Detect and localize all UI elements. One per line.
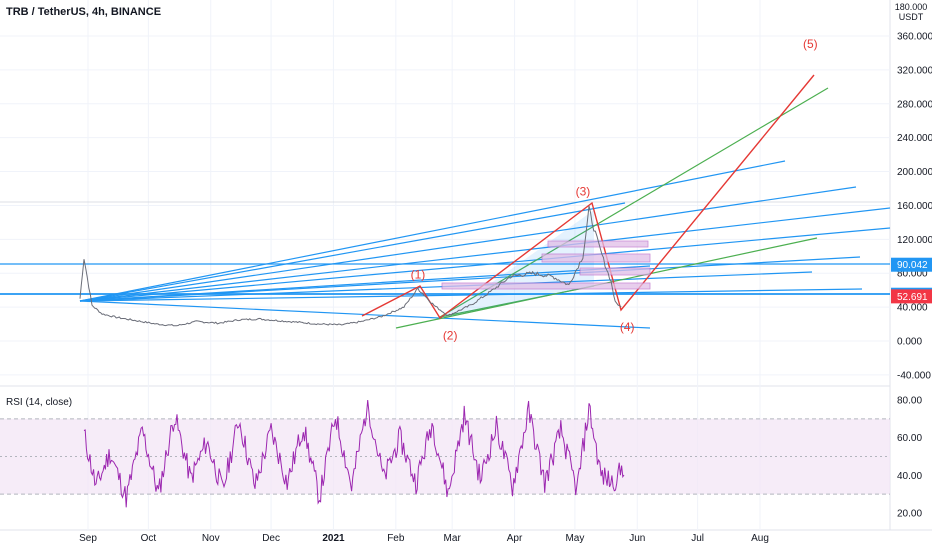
currency-box[interactable]: 180.000 USDT bbox=[894, 2, 928, 22]
trend-line-green bbox=[439, 285, 595, 318]
x-tick-label: Feb bbox=[387, 533, 405, 544]
price-series-line bbox=[79, 205, 622, 327]
x-tick-label: Dec bbox=[262, 533, 280, 544]
fan-line bbox=[79, 160, 786, 302]
x-tick-label: Sep bbox=[79, 533, 97, 544]
price-tag-bg bbox=[891, 289, 932, 304]
trend-line-green bbox=[439, 87, 829, 318]
wave-label: (1) bbox=[411, 267, 426, 281]
y-tick-label: 240.000 bbox=[897, 133, 932, 144]
x-tick-label: Jul bbox=[691, 533, 704, 544]
y-tick-label: 320.000 bbox=[897, 65, 932, 76]
price-tag-label: 52.691 bbox=[897, 292, 928, 303]
zone-box bbox=[541, 253, 651, 263]
zone-box bbox=[441, 282, 651, 290]
fan-line bbox=[79, 186, 857, 302]
chart-title: TRB / TetherUS, 4h, BINANCE bbox=[6, 6, 162, 18]
rsi-title: RSI (14, close) bbox=[6, 397, 73, 408]
currency-top-label: 180.000 bbox=[894, 2, 928, 12]
rsi-y-tick-label: 20.00 bbox=[897, 509, 922, 520]
fan-line bbox=[79, 202, 626, 302]
price-tag-bg bbox=[891, 257, 932, 272]
y-tick-label: 40.000 bbox=[897, 303, 928, 314]
x-tick-label: Oct bbox=[141, 533, 157, 544]
zone-box bbox=[579, 267, 651, 276]
fan-line bbox=[79, 227, 891, 302]
y-tick-label: -40.000 bbox=[897, 370, 931, 381]
x-tick-label: 2021 bbox=[322, 533, 345, 544]
wedge-fill bbox=[440, 210, 594, 318]
x-tick-label: Apr bbox=[507, 533, 523, 544]
x-tick-label: May bbox=[565, 533, 584, 544]
rsi-series-line bbox=[83, 399, 625, 508]
series-layer: (1) (2) (3) (4) (5) bbox=[79, 37, 818, 342]
y-tick-label: 120.000 bbox=[897, 235, 932, 246]
y-tick-label: 80.000 bbox=[897, 269, 928, 280]
wave-label: (3) bbox=[576, 184, 591, 198]
wave-label: (5) bbox=[803, 37, 818, 51]
drawings-layer bbox=[0, 74, 891, 329]
rsi-y-tick-label: 80.00 bbox=[897, 396, 922, 407]
axes-layer: Sep Oct Nov Dec 2021 Feb Mar Apr May Jun Jul Aug -40… bbox=[79, 32, 932, 544]
wave-label: (4) bbox=[620, 320, 635, 334]
x-tick-label: Mar bbox=[444, 533, 462, 544]
price-tag-label: 90.042 bbox=[897, 260, 928, 271]
fan-line bbox=[79, 265, 651, 302]
elliott-wave-path bbox=[361, 74, 815, 320]
x-tick-label: Nov bbox=[202, 533, 220, 544]
currency-label: USDT bbox=[898, 12, 924, 22]
x-tick-label: Jun bbox=[629, 533, 645, 544]
rsi-layer bbox=[0, 399, 890, 508]
x-tick-label: Aug bbox=[751, 533, 769, 544]
wave-label: (2) bbox=[443, 328, 458, 342]
y-tick-label: 160.000 bbox=[897, 201, 932, 212]
rsi-y-tick-label: 60.00 bbox=[897, 433, 922, 444]
y-tick-label: 280.000 bbox=[897, 99, 932, 110]
rsi-y-tick-label: 40.00 bbox=[897, 471, 922, 482]
y-tick-label: 360.000 bbox=[897, 32, 932, 43]
fan-line bbox=[79, 256, 861, 302]
fan-line bbox=[79, 207, 891, 302]
y-tick-label: 200.000 bbox=[897, 167, 932, 178]
y-tick-label: 0.000 bbox=[897, 337, 922, 348]
